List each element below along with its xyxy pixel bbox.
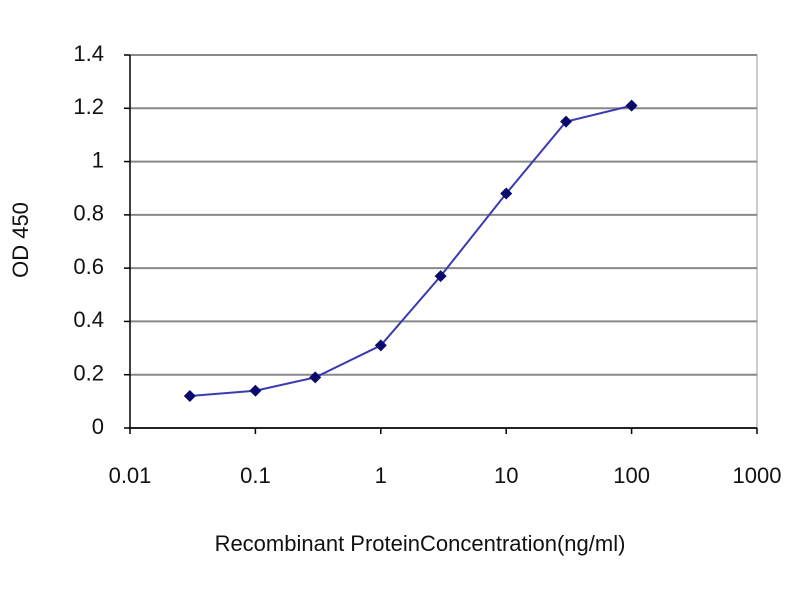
data-point bbox=[183, 390, 196, 403]
y-tick-label: 0.4 bbox=[73, 307, 104, 332]
y-tick-label: 0.8 bbox=[73, 201, 104, 226]
x-axis-label: Recombinant ProteinConcentration(ng/ml) bbox=[215, 531, 626, 556]
y-tick-label: 0.2 bbox=[73, 361, 104, 386]
x-tick-label: 1000 bbox=[733, 463, 782, 488]
y-tick-label: 1.4 bbox=[73, 41, 104, 66]
y-axis-label: OD 450 bbox=[8, 202, 33, 278]
plot-area bbox=[129, 54, 758, 429]
data-point bbox=[500, 187, 513, 200]
data-point bbox=[625, 99, 638, 112]
y-tick-label: 1 bbox=[92, 147, 104, 172]
data-point bbox=[309, 371, 322, 384]
x-tick-label: 0.01 bbox=[109, 463, 152, 488]
y-tick-label: 0 bbox=[92, 414, 104, 439]
y-tick-label: 1.2 bbox=[73, 94, 104, 119]
data-point bbox=[560, 115, 573, 128]
x-tick-label: 0.1 bbox=[240, 463, 271, 488]
data-point bbox=[374, 339, 387, 352]
y-tick-label: 0.6 bbox=[73, 254, 104, 279]
data-line bbox=[189, 104, 632, 398]
data-point bbox=[249, 384, 262, 397]
x-tick-label: 10 bbox=[494, 463, 518, 488]
data-point bbox=[434, 270, 447, 283]
x-tick-label: 1 bbox=[375, 463, 387, 488]
x-tick-label: 100 bbox=[613, 463, 650, 488]
